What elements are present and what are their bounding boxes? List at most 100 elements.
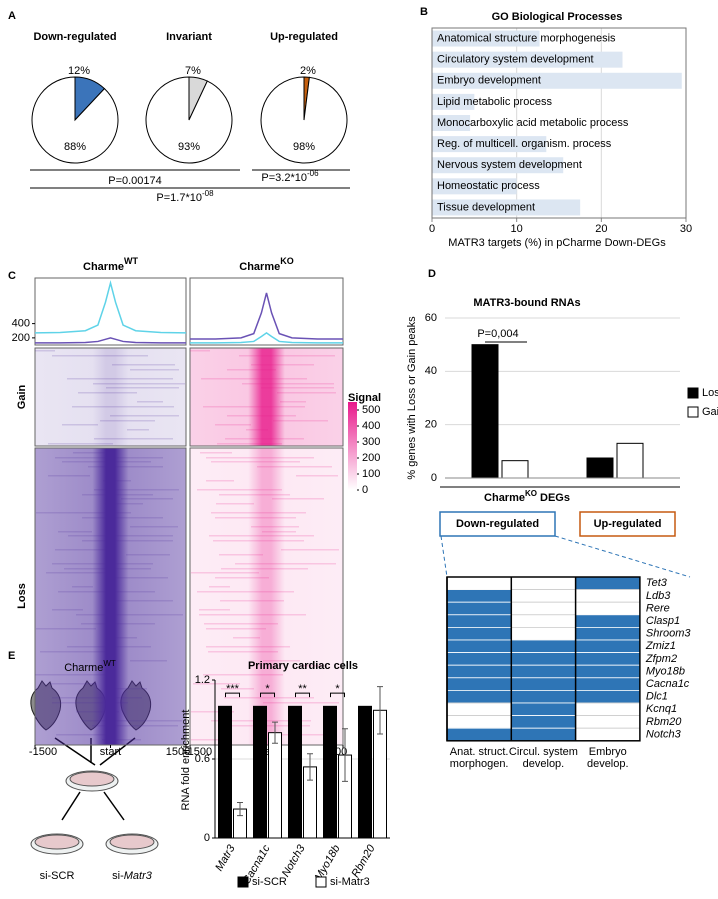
table-cell xyxy=(510,614,576,628)
gene-label: Tet3 xyxy=(646,577,668,589)
heatmap-texture xyxy=(203,674,283,676)
heatmap-texture xyxy=(137,401,163,403)
heatmap-texture xyxy=(81,623,155,625)
table-cell xyxy=(575,614,641,628)
x-label-text: Charme xyxy=(484,492,525,504)
heatmap-gain xyxy=(189,347,344,447)
heatmap-loss xyxy=(189,447,344,746)
profile-frame xyxy=(189,277,344,346)
y-tick-label: 200 xyxy=(12,332,30,344)
table-cell xyxy=(510,652,576,666)
heatmap-texture xyxy=(213,540,304,542)
error-bar xyxy=(237,801,243,817)
category-label: Anatomical structure morphogenesis xyxy=(437,32,616,44)
heatmap-texture xyxy=(52,697,142,699)
gene-label: Dlc1 xyxy=(646,691,668,703)
heatmap-texture xyxy=(199,614,306,616)
gene-label: Cacna1c xyxy=(646,678,690,690)
heatmap-texture xyxy=(76,614,183,616)
heatmap-texture xyxy=(206,480,234,482)
bar xyxy=(616,442,644,479)
table-cell xyxy=(510,664,576,679)
gene-label: Myo18b xyxy=(646,665,685,677)
table-cell xyxy=(510,601,576,616)
heatmap-texture xyxy=(219,494,290,496)
condition-label: si-Matr3 xyxy=(112,870,153,882)
p-value-text: P=1.7*10 xyxy=(156,192,202,204)
y-tick-label: 1.2 xyxy=(195,674,210,686)
heatmap-texture xyxy=(215,517,296,519)
heatmap-texture xyxy=(209,586,230,588)
significance-bracket xyxy=(260,692,275,698)
bar xyxy=(323,705,337,839)
heatmap-texture xyxy=(281,734,334,736)
chart-title: GO Biological Processes xyxy=(492,11,623,23)
heatmap-texture xyxy=(126,554,170,556)
column-label: Embryo xyxy=(589,746,627,758)
p-value: P=3.2*10-06 xyxy=(261,169,319,184)
heatmap-texture xyxy=(130,369,179,371)
heatmap-texture xyxy=(55,549,113,551)
slice-label: 88% xyxy=(64,141,86,153)
slice-label: 98% xyxy=(293,141,315,153)
gene-label: Zfpm2 xyxy=(645,653,677,665)
profile-line xyxy=(34,280,187,334)
table-cell xyxy=(446,627,512,641)
connector xyxy=(440,535,448,578)
table-cell xyxy=(446,652,512,666)
x-axis-label: CharmeKO DEGs xyxy=(484,489,570,504)
heatmap-texture xyxy=(235,563,336,565)
table-cell xyxy=(446,677,512,691)
heatmap-texture xyxy=(88,466,163,468)
heatmap-texture xyxy=(62,424,98,426)
table-cell xyxy=(575,715,641,729)
bar xyxy=(432,115,471,131)
slice-label: 2% xyxy=(300,65,316,77)
column-label: morphogen. xyxy=(450,758,509,770)
heatmap-texture xyxy=(193,683,240,685)
table-cell xyxy=(510,576,576,591)
heatmap-texture xyxy=(82,517,163,519)
bar xyxy=(253,705,267,839)
table-cell xyxy=(510,627,576,641)
heatmap-texture xyxy=(62,461,151,463)
table-cell xyxy=(510,727,576,742)
x-tick-label: Rbm20 xyxy=(349,842,378,879)
heatmap-texture xyxy=(215,424,251,426)
table-cell xyxy=(575,601,641,616)
category-label: Embryo development xyxy=(437,75,541,87)
title-text: Charme xyxy=(239,261,280,273)
table-cell xyxy=(575,652,641,666)
heatmap-texture xyxy=(257,466,332,468)
column-label: develop. xyxy=(587,758,629,770)
heatmap-texture xyxy=(233,637,260,639)
x-tick-label: 0 xyxy=(429,223,435,235)
category-label: Up-regulated xyxy=(594,518,662,530)
heatmap-texture xyxy=(191,572,259,574)
heatmap-texture xyxy=(102,739,141,741)
annotation: P=0,004 xyxy=(477,328,518,340)
table-cell xyxy=(575,677,641,691)
table-cell xyxy=(575,702,641,717)
table-cell xyxy=(510,639,576,654)
x-tick-label: -1500 xyxy=(29,746,57,758)
legend-swatch xyxy=(237,876,249,888)
table-cell xyxy=(446,601,512,616)
panel-label: B xyxy=(420,6,428,18)
x-tick-label: 20 xyxy=(595,223,607,235)
legend-label: Loss xyxy=(702,387,718,399)
table-cell xyxy=(510,702,576,717)
heatmap-texture xyxy=(114,577,168,579)
gene-label: Kcnq1 xyxy=(646,703,677,715)
colorbar-tick-label: 100 xyxy=(362,468,380,480)
panel-title: CharmeWT xyxy=(83,256,138,273)
table-cell xyxy=(446,639,512,654)
dish-cells xyxy=(34,834,80,850)
heatmap-texture xyxy=(262,531,296,533)
significance-bracket xyxy=(225,692,240,698)
y-tick-label: 0.6 xyxy=(195,753,210,765)
heatmap-texture xyxy=(52,609,83,611)
table-cell xyxy=(446,715,512,729)
heatmap-texture xyxy=(114,688,147,690)
